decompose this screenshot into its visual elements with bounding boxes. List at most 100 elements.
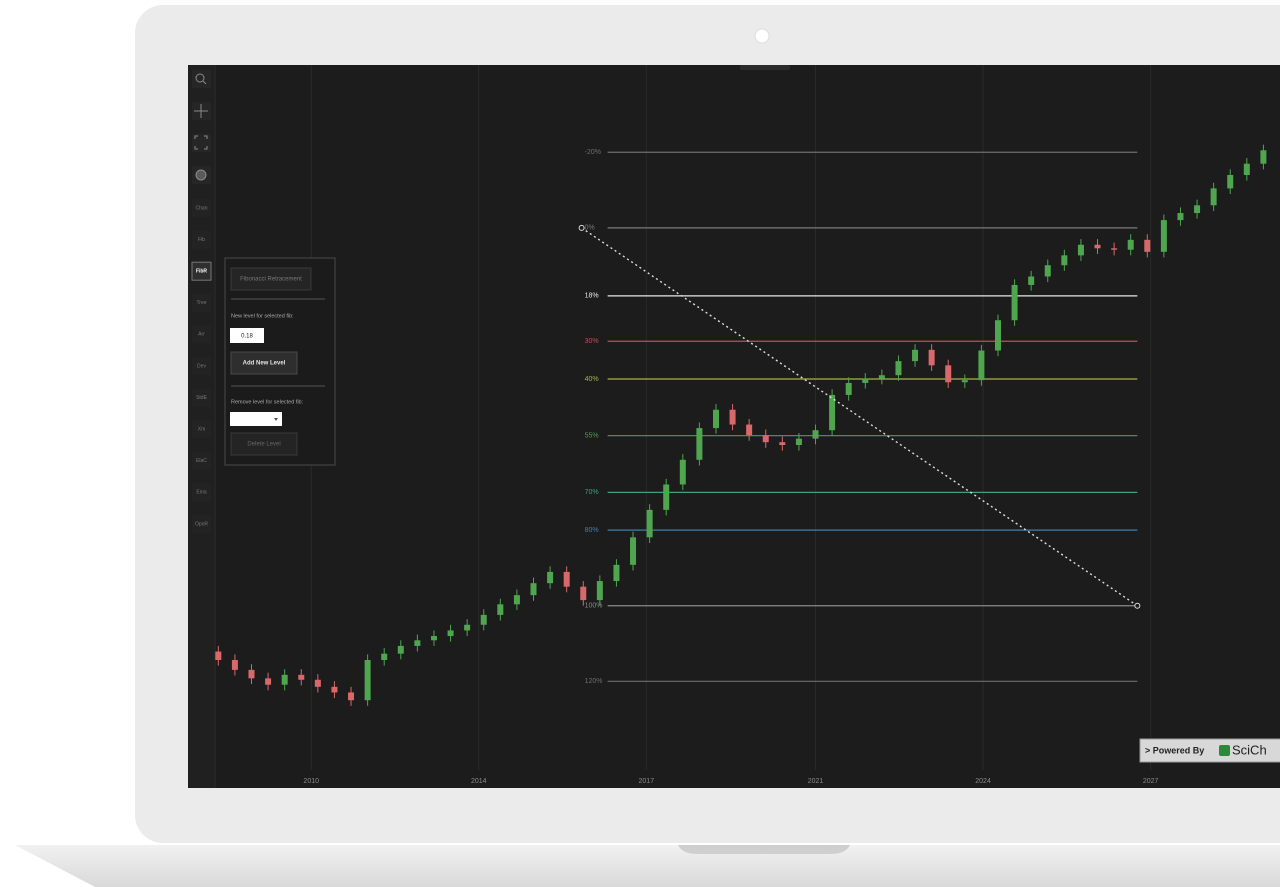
candle-body [398, 646, 404, 654]
toolbar-button-label: Chan [196, 205, 208, 211]
fib-level-label: 18% [585, 293, 599, 300]
x-tick-label: 2027 [1143, 778, 1159, 785]
delete-level-text: Delete Level [247, 442, 280, 448]
toolbar-button-label: Arr [198, 332, 205, 338]
reset-icon [196, 170, 206, 180]
candle-body [978, 351, 984, 381]
candle-body [1128, 240, 1134, 250]
candle-body [265, 678, 271, 684]
candle-body [282, 675, 288, 685]
toolbar-button-label: FibR [196, 269, 207, 275]
candle-body [1061, 255, 1067, 265]
candle-body [1078, 245, 1084, 256]
page: { "toolbar": {"buttons": ["Chan", "Fib",… [0, 0, 1280, 887]
fib-level-label: 120% [585, 678, 603, 685]
candle-body [912, 350, 918, 361]
candle-body [547, 572, 553, 583]
candle-body [497, 604, 503, 615]
candle-body [696, 428, 702, 460]
candle-body [962, 380, 968, 382]
candle-body [1211, 188, 1217, 205]
x-tick-label: 2021 [808, 778, 824, 785]
candle-body [613, 565, 619, 581]
toolbar-button-label: Xm [198, 427, 206, 433]
x-tick-label: 2017 [639, 778, 655, 785]
candle-body [315, 680, 321, 687]
candle-body [1045, 265, 1051, 276]
badge-logo [1219, 745, 1230, 756]
candle-body [945, 365, 951, 382]
new-level-value: 0.18 [241, 334, 253, 340]
candle-body [232, 660, 238, 670]
fib-handle[interactable] [1135, 603, 1140, 608]
candle-body [1194, 205, 1200, 213]
candle-body [779, 442, 785, 445]
base-notch [678, 845, 850, 854]
candle-body [1161, 220, 1167, 252]
candle-body [813, 430, 819, 438]
candle-body [1095, 245, 1101, 249]
fib-level-label: -20% [585, 149, 601, 156]
screen-tab [740, 65, 790, 70]
candle-body [713, 410, 719, 428]
candle-body [630, 537, 636, 564]
candle-body [680, 460, 686, 485]
candle-body [1012, 285, 1018, 320]
candle-body [796, 439, 802, 445]
candle-body [1028, 277, 1034, 285]
powered-badge: > Powered By SciCh [1140, 739, 1280, 762]
candle-body [1244, 164, 1250, 175]
screen [188, 65, 1280, 788]
candle-body [746, 425, 752, 436]
toolbar-button-label: Fib [198, 237, 205, 243]
candle-body [580, 587, 586, 600]
laptop-mockup: ChanFibFibRTreeArrDevStdEXmElaCEmaOpnR -… [0, 0, 1280, 887]
fib-handle[interactable] [579, 225, 584, 230]
panel-title: Fibonacci Retracement [240, 277, 302, 283]
candle-body [647, 510, 653, 537]
candle-body [597, 581, 603, 600]
candle-body [564, 572, 570, 587]
fib-level-label: 70% [585, 489, 599, 496]
candle-body [1227, 175, 1233, 188]
fib-level-label: 30% [585, 338, 599, 345]
remove-level-label: Remove level for selected fib: [231, 399, 304, 405]
remove-level-select[interactable] [230, 412, 282, 426]
fib-panel: Fibonacci Retracement New level for sele… [225, 258, 335, 465]
fib-level-label: 55% [585, 433, 599, 440]
candle-body [879, 375, 885, 379]
candle-body [531, 583, 537, 595]
badge-brand: SciCh [1232, 742, 1267, 757]
candle-body [365, 660, 371, 700]
candle-body [663, 484, 669, 509]
candle-body [730, 410, 736, 425]
new-level-label: New level for selected fib: [231, 313, 294, 319]
candle-body [464, 625, 470, 631]
candle-body [298, 675, 304, 680]
candle-body [514, 595, 520, 604]
candle-body [481, 615, 487, 625]
candle-body [331, 687, 337, 693]
candle-body [862, 379, 868, 383]
toolbar-button-label: ElaC [196, 458, 207, 464]
candle-body [381, 654, 387, 660]
camera [755, 29, 769, 43]
candle-body [248, 670, 254, 678]
candle-body [929, 350, 935, 366]
toolbar-button-label: Tree [196, 300, 206, 306]
candle-body [215, 652, 221, 660]
x-tick-label: 2014 [471, 778, 487, 785]
laptop-base [15, 845, 1280, 887]
candle-body [1177, 213, 1183, 220]
fib-level-label: 80% [585, 527, 599, 534]
x-tick-label: 2010 [303, 778, 319, 785]
candle-body [1144, 240, 1150, 252]
toolbar-button-label: StdE [196, 395, 208, 401]
candle-body [895, 361, 901, 375]
fib-level-label: 40% [585, 376, 599, 383]
toolbar-button-label: Ema [196, 490, 207, 496]
candle-body [846, 383, 852, 395]
zoom-tool[interactable] [192, 70, 211, 88]
badge-prefix: > Powered By [1145, 745, 1204, 755]
x-tick-label: 2024 [975, 778, 991, 785]
